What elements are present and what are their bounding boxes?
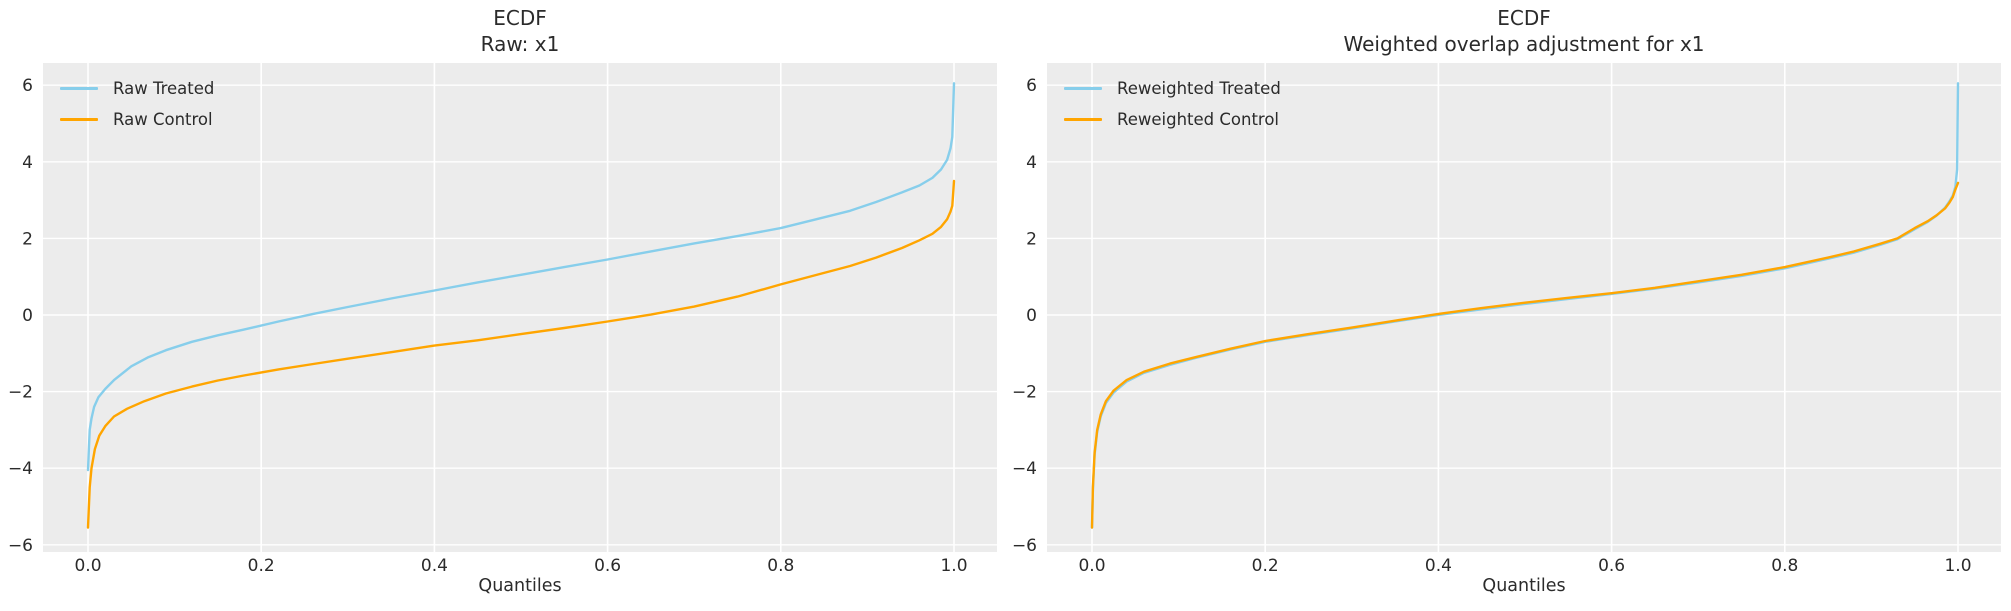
y-tick-label: −2 xyxy=(1012,383,1037,403)
left-tick-labels: 0.0 0.2 0.4 0.6 0.8 1.0 6 4 2 0 −2 −4 −6 xyxy=(8,76,968,576)
y-tick-label: −6 xyxy=(1012,536,1037,556)
y-tick-label: 4 xyxy=(1026,153,1037,173)
x-tick-label: 1.0 xyxy=(1944,556,1971,576)
legend-item-reweighted-control: Reweighted Control xyxy=(1064,104,1281,135)
legend-item-reweighted-treated: Reweighted Treated xyxy=(1064,73,1281,104)
series-line-raw-control xyxy=(86,179,956,529)
y-tick-label: 6 xyxy=(1026,76,1037,96)
y-tick-label: 2 xyxy=(1026,229,1037,249)
x-tick-label: 0.6 xyxy=(594,556,621,576)
x-tick-label: 0.4 xyxy=(1425,556,1452,576)
y-tick-label: 0 xyxy=(22,306,33,326)
right-plot-area: 0.0 0.2 0.4 0.6 0.8 1.0 6 4 2 0 −2 −4 −6 xyxy=(1012,63,2001,576)
left-plot-area: 0.0 0.2 0.4 0.6 0.8 1.0 6 4 2 0 −2 −4 −6 xyxy=(8,63,997,576)
series-line-reweighted-control xyxy=(1090,181,1960,529)
left-title-line1: ECDF xyxy=(493,6,547,30)
left-plot-background xyxy=(43,63,997,552)
reweighted-control-line-swatch xyxy=(1064,118,1102,121)
y-tick-label: 0 xyxy=(1026,306,1037,326)
x-tick-label: 0.0 xyxy=(74,556,101,576)
series-line-raw-treated xyxy=(86,82,956,472)
y-tick-label: −4 xyxy=(1012,459,1037,479)
x-tick-label: 0.8 xyxy=(767,556,794,576)
reweighted-treated-label: Reweighted Treated xyxy=(1117,79,1281,98)
x-tick-label: 0.4 xyxy=(421,556,448,576)
right-plot-background xyxy=(1047,63,2001,552)
left-series-lines xyxy=(86,82,956,529)
x-tick-label: 0.6 xyxy=(1598,556,1625,576)
left-gridlines xyxy=(43,63,997,552)
reweighted-treated-line-swatch xyxy=(1064,87,1102,90)
x-tick-label: 0.8 xyxy=(1771,556,1798,576)
raw-treated-line-swatch xyxy=(60,87,98,90)
raw-treated-label: Raw Treated xyxy=(113,79,215,98)
x-tick-label: 0.0 xyxy=(1078,556,1105,576)
x-tick-label: 0.2 xyxy=(1252,556,1279,576)
raw-control-line-swatch xyxy=(60,118,98,121)
right-tick-labels: 0.0 0.2 0.4 0.6 0.8 1.0 6 4 2 0 −2 −4 −6 xyxy=(1012,76,1972,576)
legend-item-raw-control: Raw Control xyxy=(60,104,214,135)
right-title-line2: Weighted overlap adjustment for x1 xyxy=(1343,32,1705,56)
right-panel-title: ECDF Weighted overlap adjustment for x1 xyxy=(1047,5,2001,57)
y-tick-label: 4 xyxy=(22,153,33,173)
right-legend: Reweighted Treated Reweighted Control xyxy=(1064,73,1281,135)
right-series-lines xyxy=(1090,82,1960,529)
left-legend: Raw Treated Raw Control xyxy=(60,73,214,135)
right-title-line1: ECDF xyxy=(1497,6,1551,30)
y-tick-label: −6 xyxy=(8,536,33,556)
legend-item-raw-treated: Raw Treated xyxy=(60,73,214,104)
y-tick-label: −2 xyxy=(8,383,33,403)
y-tick-label: −4 xyxy=(8,459,33,479)
raw-control-label: Raw Control xyxy=(113,110,213,129)
x-tick-label: 1.0 xyxy=(940,556,967,576)
reweighted-control-label: Reweighted Control xyxy=(1117,110,1280,129)
y-tick-label: 6 xyxy=(22,76,33,96)
left-x-axis-label: Quantiles xyxy=(478,576,562,596)
right-x-axis-label: Quantiles xyxy=(1482,576,1566,596)
y-tick-label: 2 xyxy=(22,229,33,249)
left-title-line2: Raw: x1 xyxy=(480,32,560,56)
x-tick-label: 0.2 xyxy=(248,556,275,576)
left-panel-title: ECDF Raw: x1 xyxy=(43,5,997,57)
